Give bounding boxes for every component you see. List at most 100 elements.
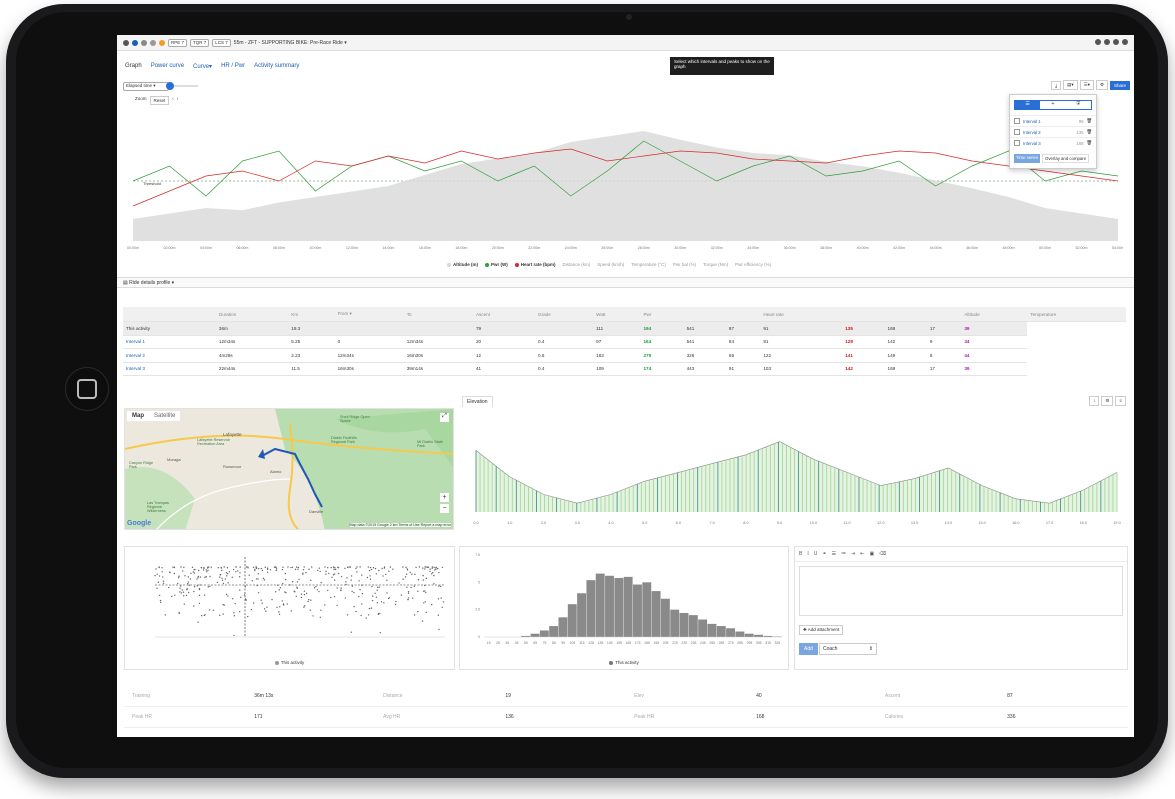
power-histogram[interactable]: 15 25 35 45 55 65 75 85 95 105 115 125 135 145 155 165 1…	[460, 547, 790, 655]
interval-row[interactable]: Interval 1 98 🗑	[1010, 115, 1096, 126]
prev-icon[interactable]	[1113, 39, 1119, 45]
bold-icon[interactable]: B	[799, 551, 803, 557]
legend-item-off[interactable]: Speed (km/h)	[597, 262, 625, 267]
route-map[interactable]: Map Satellite Lafayette Lafayette Reserv…	[124, 408, 454, 530]
italic-icon[interactable]: I	[807, 551, 809, 557]
scatter-point	[188, 591, 190, 594]
scatter-point	[226, 572, 229, 575]
zoom-back-icon[interactable]: ‹	[172, 96, 174, 101]
time-series-button[interactable]: Time series	[1014, 154, 1041, 163]
layers-icon[interactable]: ▤▾	[1063, 80, 1078, 90]
image-icon[interactable]: ▣	[869, 551, 875, 557]
interval-row[interactable]: Interval 3 168 🗑	[1010, 137, 1096, 148]
elevation-menu-icon[interactable]: ≡	[1115, 396, 1126, 406]
trash-icon[interactable]: 🗑	[1086, 129, 1092, 134]
next-icon[interactable]	[1122, 39, 1128, 45]
home-button[interactable]	[65, 367, 109, 411]
audience-select[interactable]: Coach ⇕	[819, 643, 877, 655]
interval-checkbox[interactable]	[1014, 129, 1020, 135]
tab-activity-summary[interactable]: Activity summary	[254, 63, 300, 69]
list-ul-icon[interactable]: ☰	[831, 551, 837, 557]
legend-item[interactable]: Pwr (W)	[485, 262, 508, 267]
tab-hr-pwr[interactable]: HR / Pwr	[221, 63, 246, 69]
chart-legend: Altitude (m) Pwr (W) Heart rate (bpm) Dista…	[447, 262, 771, 267]
table-cell: 17	[926, 321, 962, 336]
tab-curve[interactable]: Curve▾	[193, 64, 213, 70]
x-axis-select[interactable]: Elapsed time ▾	[123, 82, 169, 91]
table-cell[interactable]: Interval 2	[123, 348, 216, 363]
table-row[interactable]: Interval 3 22m44s 11.5 16m30s 39m14s 41 0.4 109…	[123, 362, 1126, 376]
outdent-icon[interactable]: ⇤	[860, 551, 865, 557]
legend-item-off[interactable]: Torque (Nm)	[703, 262, 729, 267]
list-ol-icon[interactable]: ≔	[841, 551, 847, 557]
legend-item-off[interactable]: Temperature (°C)	[631, 262, 666, 267]
fullscreen-icon[interactable]: ⤢	[440, 413, 449, 422]
link-icon[interactable]: ⚭	[822, 551, 827, 557]
pin-icon[interactable]	[132, 39, 138, 46]
interval-checkbox[interactable]	[1014, 140, 1020, 146]
slider-track[interactable]	[174, 85, 198, 87]
list-icon[interactable]: ☰	[1015, 101, 1041, 109]
trash-icon[interactable]: 🗑	[1086, 140, 1092, 145]
trash-icon[interactable]: 🗑	[1086, 118, 1092, 123]
print-icon[interactable]	[1104, 39, 1110, 45]
menu-icon[interactable]	[123, 39, 129, 46]
add-attachment-button[interactable]: ✚ Add attachment	[799, 625, 844, 635]
elevation-settings-icon[interactable]: ⚙	[1101, 396, 1114, 406]
zoom-in-button[interactable]: +	[440, 493, 449, 502]
table-row[interactable]: Interval 2 4m28s 2.23 12m34s 16m30s 12 0.6 163 2…	[123, 348, 1126, 363]
scatter-point	[219, 576, 221, 578]
underline-icon[interactable]: U	[813, 551, 818, 557]
expand-icon[interactable]: ↕	[1089, 396, 1100, 406]
rpe-pill[interactable]: RPE 7	[168, 38, 188, 47]
overlay-compare-button[interactable]: Overlay and compare	[1042, 154, 1090, 163]
activity-title[interactable]: 55m - ZFT - SUPPORTING BIKE: Pre-Race Ri…	[233, 39, 347, 46]
legend-item[interactable]: Altitude (m)	[447, 262, 478, 267]
tab-power-curve[interactable]: Power curve	[150, 63, 185, 69]
interval-row[interactable]: Interval 2 136 🗑	[1010, 126, 1096, 137]
legend-item-off[interactable]: Pwr bal (%)	[672, 262, 697, 267]
clear-icon[interactable]: ⌫	[879, 551, 887, 557]
slider-handle[interactable]	[166, 82, 174, 90]
zoom-out-button[interactable]: −	[440, 504, 449, 513]
download-icon[interactable]: ⤓	[1051, 80, 1062, 90]
map-tab[interactable]: Map	[132, 413, 144, 419]
user-icon[interactable]	[150, 39, 156, 46]
scatter-point	[368, 607, 371, 610]
scatter-point	[320, 581, 322, 584]
tab-graph[interactable]: Graph	[125, 63, 142, 69]
interval-checkbox[interactable]	[1014, 118, 1020, 124]
elevation-chart[interactable]: 0.0 1.0 2.0 3.0 4.0 5.0 6.0 7.0 8.0 9.0 10.0 11.0 12…	[462, 414, 1126, 532]
legend-item[interactable]: Heart rate (bpm)	[514, 262, 556, 267]
intervals-icon[interactable]: ☰▾	[1079, 80, 1094, 90]
ride-details-header[interactable]: ▤ Ride details profile ▾	[117, 277, 1134, 288]
reset-button[interactable]: Reset	[149, 96, 170, 105]
add-icon[interactable]: +	[1051, 101, 1055, 107]
legend-item-off[interactable]: Pwr efficiency (%)	[735, 262, 772, 267]
satellite-tab[interactable]: Satellite	[154, 413, 176, 419]
table-cell[interactable]: Interval 1	[123, 335, 216, 349]
main-activity-chart[interactable]: 00:00m 02:00m 04:00m 06:00m 08:00m 10:00m 12:0…	[123, 103, 1123, 253]
settings-icon[interactable]: ⚙	[1095, 80, 1108, 90]
indent-icon[interactable]: ⇥	[851, 551, 856, 557]
star-icon[interactable]	[159, 39, 165, 46]
lcs-pill[interactable]: LCS 7	[212, 38, 231, 47]
shield-icon[interactable]: ⛨	[1076, 101, 1081, 107]
delete-icon[interactable]	[1095, 39, 1101, 45]
elevation-tab[interactable]: Elevation	[462, 396, 493, 407]
x-tick-label: 315	[765, 641, 771, 645]
lock-icon[interactable]	[141, 39, 147, 46]
add-note-button[interactable]: Add	[799, 643, 818, 655]
tqr-pill[interactable]: TQR 7	[190, 38, 210, 47]
hr-power-scatter[interactable]	[125, 547, 456, 655]
scatter-point	[282, 566, 284, 568]
legend-item-off[interactable]: Distance (km)	[562, 262, 591, 267]
table-cell[interactable]: Interval 3	[123, 362, 216, 376]
notes-editor[interactable]	[799, 566, 1123, 616]
table-row[interactable]: Interval 1 12m34s 5.25 0 12m34s 20 0.4 97 164 541…	[123, 335, 1126, 349]
scatter-point	[369, 578, 372, 580]
share-button[interactable]: Share	[1109, 80, 1130, 90]
table-row[interactable]: This activity 36m 19.3 79 111 194 541 87 91 135 16…	[123, 321, 1126, 336]
zoom-fwd-icon[interactable]: ›	[176, 96, 179, 101]
map-canvas[interactable]	[125, 409, 454, 530]
